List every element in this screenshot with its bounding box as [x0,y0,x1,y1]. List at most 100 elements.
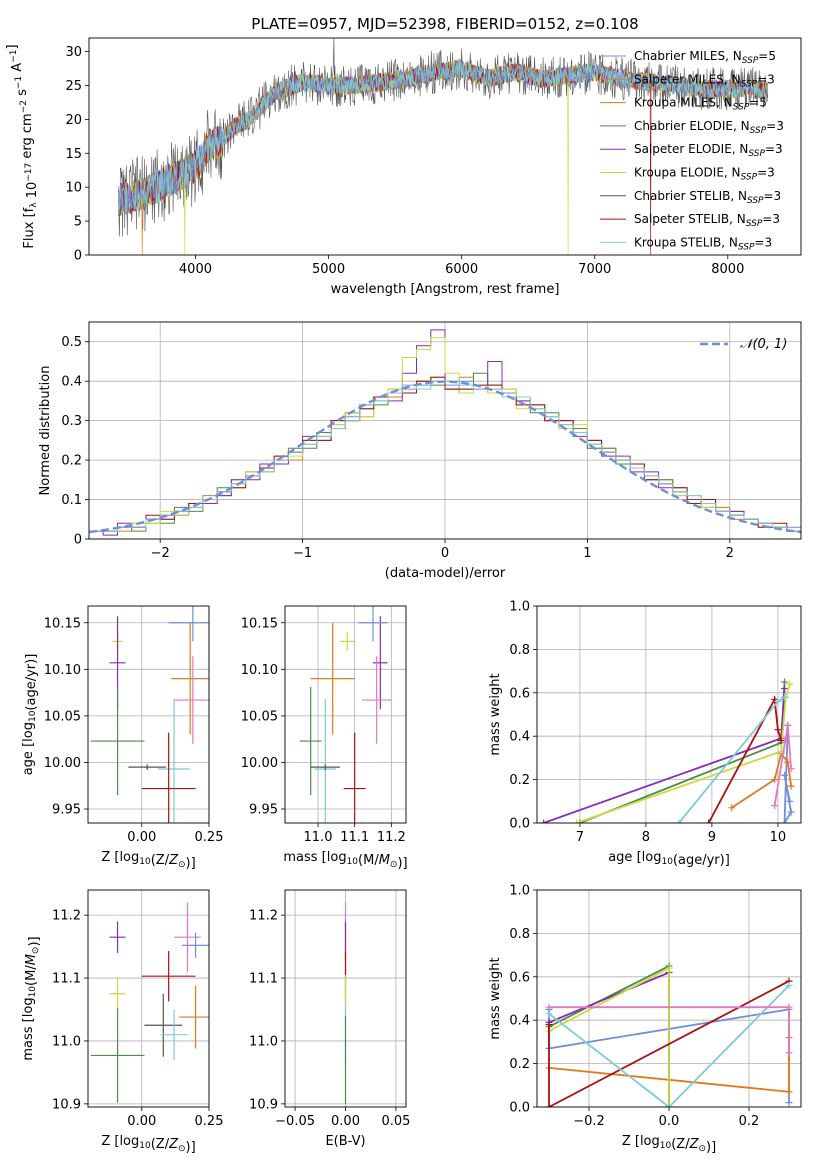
axes-frame [284,889,407,1108]
legend-sub: SSP [746,219,763,229]
y-tick-label: 0.2 [509,1057,530,1072]
legend-n: =3 [766,119,784,133]
y-tick-label: 10.10 [44,663,81,678]
y-tick-label: 9.95 [249,803,278,818]
y-axis-label: mass weight [488,673,503,755]
y-tick-label: 0.0 [509,1101,530,1116]
age-vs-Z-panel: 0.00 0.25 9.95 10.00 10.05 10.10 10.15 Z [log10… [21,605,224,871]
y-tick-label: 30 [65,45,82,60]
x-tick-label: −2 [151,546,170,561]
x-tick-label: 0.2 [739,1114,760,1129]
weight-series-marker [786,797,794,805]
y-tick-label: 11.1 [52,972,81,987]
x-tick-label: 6000 [445,262,478,277]
legend-sub: SSP [733,103,750,113]
weight-vs-age-panel: 7 8 9 10 0.0 0.2 0.4 0.6 0.8 1.0 age [log10(age/yr… [488,600,802,868]
x-tick-label: 4000 [179,262,212,277]
errorbar-point [90,687,145,796]
errorbar-point [168,606,209,642]
y-tick-label: 1.0 [509,600,530,615]
y-tick-label: 0.8 [509,643,530,658]
x-axis-label: wavelength [Angstrom, rest frame] [331,282,560,297]
errorbar-point [310,622,355,735]
legend-sub: SSP [750,126,767,136]
x-tick-label: 11.2 [377,830,406,845]
y-tick-label: 0.4 [61,375,82,390]
y-tick-label: 10.9 [52,1097,81,1112]
errorbar-point [179,985,209,1049]
errorbar-point [340,632,355,651]
weight-series-marker [781,684,788,692]
y-tick-label: 10.05 [241,709,278,724]
y-tick-label: 10.10 [241,663,278,678]
y-tick-label: 0.2 [61,454,82,469]
x-tick-label: 0.25 [195,1114,224,1129]
y-tick-label: 0.0 [509,817,530,832]
age-vs-mass-panel: 11.0 11.1 11.2 9.95 10.00 10.05 10.10 10.15 mass… [241,605,408,871]
errorbar-point [373,616,388,710]
errorbar-point [144,993,183,1057]
y-tick-label: 5 [74,215,82,230]
weight-series-marker [545,1003,553,1011]
y-tick-label: 11.1 [249,972,278,987]
y-tick-label: 10.9 [249,1097,278,1112]
weight-series-marker [545,1010,553,1018]
legend-entry: 𝒩(0, 1) [740,337,787,352]
x-tick-label: 0.25 [195,830,224,845]
spectrum-series-line [118,60,768,255]
weight-series-marker [728,804,736,812]
legend-sub: SSP [741,173,758,183]
x-tick-label: −0.2 [573,1114,605,1129]
weight-series-marker [665,964,673,972]
figure-title: PLATE=0957, MJD=52398, FIBERID=0152, z=0… [251,15,638,33]
weight-series-line [548,964,670,1107]
y-tick-label: 10.05 [44,709,81,724]
legend-sub: SSP [738,242,755,252]
weight-series-marker [781,819,788,823]
x-tick-label: 11.0 [304,830,333,845]
y-tick-label: 0 [74,249,82,264]
y-tick-label: 11.2 [52,909,81,924]
weight-series-marker [665,1103,673,1107]
legend-entry: Salpeter STELIB, NSSP=3 [634,212,780,229]
y-tick-label: 20 [65,113,82,128]
weight-series-marker [576,819,584,823]
weight-vs-Z-panel: −0.2 0.0 0.2 0.0 0.2 0.4 0.6 0.8 1.0 Z [log10(Z/Z… [488,884,802,1155]
weight-series-marker [785,981,793,989]
y-tick-label: 15 [65,147,82,162]
y-tick-label: 0 [74,533,82,548]
weight-series-marker [771,776,779,784]
axes-frame [536,889,802,1108]
y-tick-label: 10.00 [44,756,81,771]
legend-n: =3 [754,235,772,249]
weight-series-marker [540,819,548,823]
x-tick-label: 0.00 [331,1114,360,1129]
axes-frame [88,37,802,256]
y-tick-label: 0.4 [509,1014,530,1029]
weight-series-marker [786,680,794,688]
legend-series-name: Kroupa STELIB, N [634,235,738,249]
y-tick-label: 0.6 [509,970,530,985]
weight-series-marker [787,808,795,816]
x-tick-label: −0.05 [275,1114,315,1129]
legend-entry: Kroupa MILES, NSSP=5 [634,96,767,113]
y-tick-label: 9.95 [52,803,81,818]
errorbar-point [310,764,340,770]
x-tick-label: 8 [642,830,650,845]
legend-n: =5 [749,96,767,110]
errorbar-point [141,732,196,823]
axes-frame [88,321,802,540]
weight-series-marker [705,819,713,823]
weight-series-marker [777,737,785,745]
legend-series-name: Kroupa ELODIE, N [634,166,741,180]
y-tick-label: 10.15 [241,616,278,631]
weight-series-line [579,681,786,823]
errorbar-point [174,902,201,972]
weight-series-marker [781,678,788,686]
axes-frame [87,889,210,1108]
legend-entry: Kroupa STELIB, NSSP=3 [634,235,772,252]
errorbar-point [157,699,191,823]
spectrum-series-line [118,59,768,216]
